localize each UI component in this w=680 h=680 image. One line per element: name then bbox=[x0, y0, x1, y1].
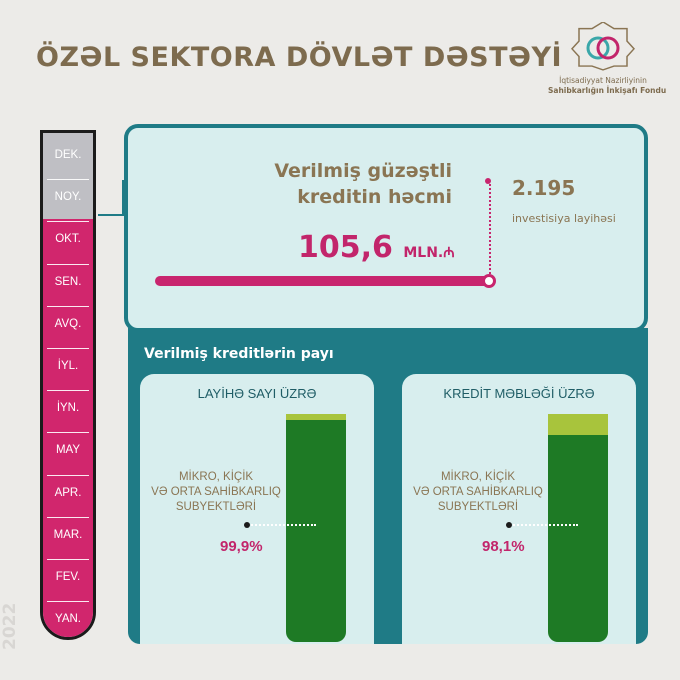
loan-volume-card: Verilmiş güzəştli kreditin həcmi 105,6 M… bbox=[124, 124, 648, 332]
logo-text-fund: Sahibkarlığın İnkişafı Fondu bbox=[548, 86, 667, 95]
timeline-divider bbox=[47, 432, 89, 434]
share-subject-label: MİKRO, KİÇİK VƏ ORTA SAHİBKARLIQ SUBYEKTLƏ… bbox=[146, 470, 286, 515]
logo-text-ministry: İqtisadiyyat Nazirliyinin bbox=[559, 76, 647, 85]
loan-volume-number: 105,6 bbox=[298, 230, 393, 265]
investment-count: 2.195 bbox=[512, 176, 576, 200]
timeline-month: AVQ. bbox=[54, 317, 82, 330]
loan-volume-title-line2: kreditin həcmi bbox=[297, 186, 452, 208]
loan-volume-unit: MLN.₼ bbox=[403, 245, 455, 261]
share-remainder-fill bbox=[548, 414, 608, 439]
share-subject-label-line: SUBYEKTLƏRİ bbox=[437, 501, 519, 513]
share-value: 98,1% bbox=[482, 538, 525, 555]
timeline-year: 2022 bbox=[0, 602, 20, 650]
timeline-month: NOY. bbox=[54, 191, 82, 204]
share-value: 99,9% bbox=[220, 538, 263, 555]
share-card-title: KREDİT MƏBLƏĞİ ÜZRƏ bbox=[443, 386, 595, 401]
share-subject-label-line: VƏ ORTA SAHİBKARLIQ bbox=[413, 486, 543, 498]
timeline-thermometer: DEK. NOY. OKT. SEN. AVQ. İYL. İYN. MAY APR. MAR. F… bbox=[40, 130, 96, 640]
share-subject-label-line: SUBYEKTLƏRİ bbox=[175, 501, 257, 513]
timeline-divider bbox=[47, 601, 89, 603]
timeline-month: APR. bbox=[54, 486, 82, 499]
share-card-title: LAYİHƏ SAYI ÜZRƏ bbox=[197, 386, 317, 401]
share-subject-label-line: MİKRO, KİÇİK bbox=[178, 471, 254, 483]
timeline-month: OKT. bbox=[55, 233, 81, 246]
fund-emblem-icon bbox=[571, 22, 635, 71]
timeline-month: MAR. bbox=[53, 528, 83, 541]
timeline-divider bbox=[47, 179, 89, 181]
share-pointer-line bbox=[248, 524, 316, 526]
share-fill-bar bbox=[548, 414, 608, 642]
share-subject-label-line: MİKRO, KİÇİK bbox=[440, 471, 516, 483]
timeline-empty-section bbox=[43, 133, 93, 219]
timeline-filled-section bbox=[43, 219, 93, 637]
loan-share-panel: Verilmiş kreditlərin payı LAYİHƏ SAYI ÜZ… bbox=[128, 328, 648, 644]
timeline-divider bbox=[47, 348, 89, 349]
share-card-2: KREDİT MƏBLƏĞİ ÜZRƏ MİKRO, KİÇİK VƏ ORTA S… bbox=[402, 374, 636, 644]
timeline-month: MAY bbox=[55, 444, 81, 457]
loan-volume-value: 105,6 MLN.₼ bbox=[298, 230, 548, 265]
share-pointer-dot bbox=[506, 522, 512, 528]
page-title: ÖZƏL SEKTORA DÖVLƏT DƏSTƏYİ bbox=[36, 42, 563, 73]
timeline-month: DEK. bbox=[54, 149, 82, 161]
share-value-fill bbox=[286, 420, 346, 642]
timeline-month: İYL. bbox=[57, 360, 79, 372]
share-fill-bar bbox=[286, 414, 346, 642]
timeline-divider bbox=[47, 559, 89, 560]
loan-share-title: Verilmiş kreditlərin payı bbox=[144, 346, 334, 362]
connector-line bbox=[98, 214, 124, 216]
share-subject-label: MİKRO, KİÇİK VƏ ORTA SAHİBKARLIQ SUBYEKTLƏ… bbox=[408, 470, 548, 515]
timeline-divider bbox=[47, 474, 89, 476]
loan-volume-title: Verilmiş güzəştli kreditin həcmi bbox=[252, 158, 452, 210]
connector-line-vertical bbox=[122, 180, 124, 216]
share-remainder-fill bbox=[286, 414, 346, 424]
timeline-month: FEV. bbox=[55, 571, 81, 583]
share-pointer-dot bbox=[244, 522, 250, 528]
timeline-month: YAN. bbox=[55, 613, 81, 626]
loan-volume-bar-end bbox=[482, 274, 496, 288]
timeline-divider bbox=[47, 390, 89, 392]
dotted-connector bbox=[489, 184, 491, 274]
connector-dot bbox=[485, 178, 491, 184]
timeline-month: SEN. bbox=[54, 275, 82, 288]
share-value-fill bbox=[548, 435, 608, 642]
timeline-divider bbox=[47, 305, 89, 307]
investment-label: investisiya layihəsi bbox=[512, 212, 616, 225]
timeline-divider bbox=[47, 221, 89, 223]
timeline-month: İYN. bbox=[56, 402, 80, 415]
timeline-divider bbox=[47, 516, 89, 518]
share-subject-label-line: VƏ ORTA SAHİBKARLIQ bbox=[151, 486, 281, 498]
timeline-divider bbox=[47, 263, 89, 265]
loan-volume-title-line1: Verilmiş güzəştli bbox=[274, 160, 452, 182]
share-card-1: LAYİHƏ SAYI ÜZRƏ MİKRO, KİÇİK VƏ ORTA SAHİ… bbox=[140, 374, 374, 644]
logo: İqtisadiyyat Nazirliyinin Sahibkarlığın … bbox=[548, 22, 667, 102]
share-pointer-line bbox=[510, 524, 578, 526]
loan-volume-bar bbox=[155, 276, 489, 286]
